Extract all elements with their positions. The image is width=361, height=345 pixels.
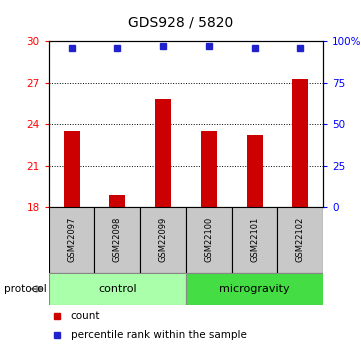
Bar (155, 99, 171, 207)
Text: microgravity: microgravity (219, 284, 290, 294)
Text: count: count (71, 312, 100, 322)
Bar (95, 207, 140, 273)
Text: control: control (98, 284, 136, 294)
Bar (292, 79, 308, 207)
Text: GSM22097: GSM22097 (67, 217, 76, 263)
Bar (64, 131, 80, 207)
Text: GSM22101: GSM22101 (250, 217, 259, 263)
Bar (186, 273, 323, 305)
Text: GDS928 / 5820: GDS928 / 5820 (128, 16, 233, 29)
Bar (49, 207, 95, 273)
Bar (186, 207, 232, 273)
Bar (109, 195, 125, 207)
Bar (201, 131, 217, 207)
Bar (277, 207, 323, 273)
Text: percentile rank within the sample: percentile rank within the sample (71, 330, 247, 340)
Bar (247, 135, 262, 207)
Text: GSM22098: GSM22098 (113, 217, 122, 263)
Bar (140, 207, 186, 273)
Text: protocol: protocol (4, 284, 46, 294)
Bar (49, 273, 186, 305)
Text: GSM22100: GSM22100 (204, 217, 213, 263)
Bar (232, 207, 277, 273)
Text: GSM22102: GSM22102 (296, 217, 305, 263)
Text: GSM22099: GSM22099 (158, 217, 168, 263)
